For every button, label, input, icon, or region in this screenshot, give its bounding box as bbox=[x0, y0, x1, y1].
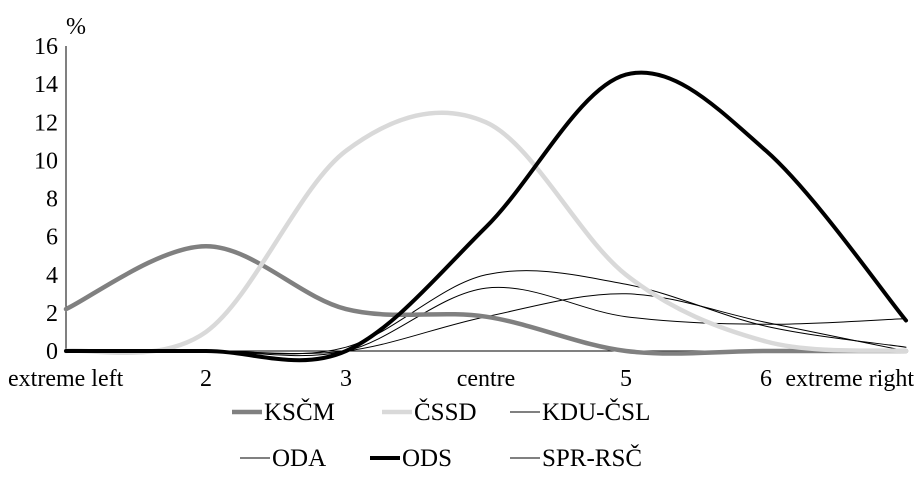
y-tick-label: 6 bbox=[46, 225, 58, 251]
legend-label-kscm: KSČM bbox=[264, 398, 335, 426]
legend: KSČM ČSSD KDU-ČSL ODA ODS SPR-RSČ bbox=[232, 398, 650, 472]
y-tick-label: 10 bbox=[34, 148, 58, 174]
y-tick-label: 2 bbox=[46, 301, 58, 327]
legend-label-spr-rsc: SPR-RSČ bbox=[542, 444, 642, 472]
x-tick-label: 3 bbox=[340, 366, 352, 392]
x-tick-label: 6 bbox=[760, 366, 772, 392]
y-tick-label: 16 bbox=[34, 34, 58, 60]
y-tick-label: 0 bbox=[46, 339, 58, 365]
x-tick-label: 5 bbox=[620, 366, 632, 392]
x-tick-label: extreme right bbox=[785, 366, 914, 392]
x-tick-label: 2 bbox=[200, 366, 212, 392]
y-tick-label: 12 bbox=[34, 110, 58, 136]
x-tick-label: extreme left bbox=[8, 366, 124, 392]
y-tick-label: 14 bbox=[34, 72, 58, 98]
series-line-cssd bbox=[63, 110, 909, 356]
y-axis-unit-label: % bbox=[66, 14, 86, 40]
y-tick-label: 4 bbox=[46, 263, 58, 289]
series-line-kscm bbox=[63, 243, 909, 356]
x-tick-label: centre bbox=[457, 366, 516, 392]
y-tick-label: 8 bbox=[46, 187, 58, 213]
legend-label-oda: ODA bbox=[272, 445, 326, 472]
series-line-ods bbox=[64, 70, 908, 363]
x-axis-ticks: extreme left 2 3 centre 5 6 extreme right bbox=[8, 366, 914, 392]
plot-area bbox=[63, 46, 909, 363]
legend-label-ods: ODS bbox=[402, 445, 452, 472]
legend-label-kdu-csl: KDU-ČSL bbox=[542, 398, 650, 426]
y-axis-ticks: 0 2 4 6 8 10 12 14 16 bbox=[34, 34, 58, 365]
legend-label-cssd: ČSSD bbox=[414, 398, 477, 426]
